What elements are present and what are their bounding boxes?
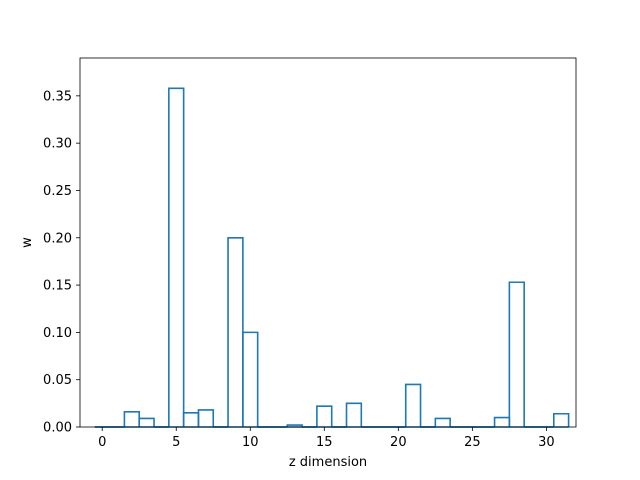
histogram-bin-21 bbox=[404, 383, 422, 427]
x-tick-label: 15 bbox=[316, 435, 333, 450]
x-tick-label: 10 bbox=[242, 435, 259, 450]
y-tick-label: 0.15 bbox=[43, 279, 72, 294]
y-tick-label: 0.25 bbox=[43, 184, 72, 199]
x-tick-label: 5 bbox=[172, 435, 180, 450]
histogram-bin-10 bbox=[242, 331, 259, 427]
histogram-bin-23 bbox=[434, 417, 451, 427]
axes-frame bbox=[79, 57, 577, 428]
histogram-bin-17 bbox=[345, 402, 363, 427]
y-tick-label: 0.00 bbox=[43, 421, 72, 436]
x-axis-ticks: 0 5 10 15 20 25 30 bbox=[98, 427, 555, 450]
histogram-bin-15 bbox=[316, 405, 333, 427]
y-axis-ticks: 0.00 0.05 0.10 0.15 0.20 0.25 0.30 0.35 bbox=[43, 89, 80, 436]
x-tick-label: 25 bbox=[464, 435, 481, 450]
histogram-bin-5 bbox=[168, 87, 185, 427]
histogram-bin-13 bbox=[286, 424, 303, 427]
x-tick-label: 30 bbox=[538, 435, 555, 450]
histogram-bin-28 bbox=[508, 281, 525, 427]
x-axis-label: z dimension bbox=[289, 455, 367, 470]
histogram-bin-3 bbox=[138, 417, 155, 427]
histogram-bin-31 bbox=[552, 412, 570, 427]
y-tick-label: 0.30 bbox=[43, 137, 72, 152]
x-tick-label: 0 bbox=[98, 435, 106, 450]
y-axis-label: w bbox=[20, 237, 35, 248]
histogram-bin-7 bbox=[197, 409, 215, 427]
y-tick-label: 0.35 bbox=[43, 89, 72, 104]
y-tick-label: 0.20 bbox=[43, 231, 72, 246]
y-tick-label: 0.05 bbox=[43, 373, 72, 388]
y-tick-label: 0.10 bbox=[43, 326, 72, 341]
x-tick-label: 20 bbox=[390, 435, 407, 450]
